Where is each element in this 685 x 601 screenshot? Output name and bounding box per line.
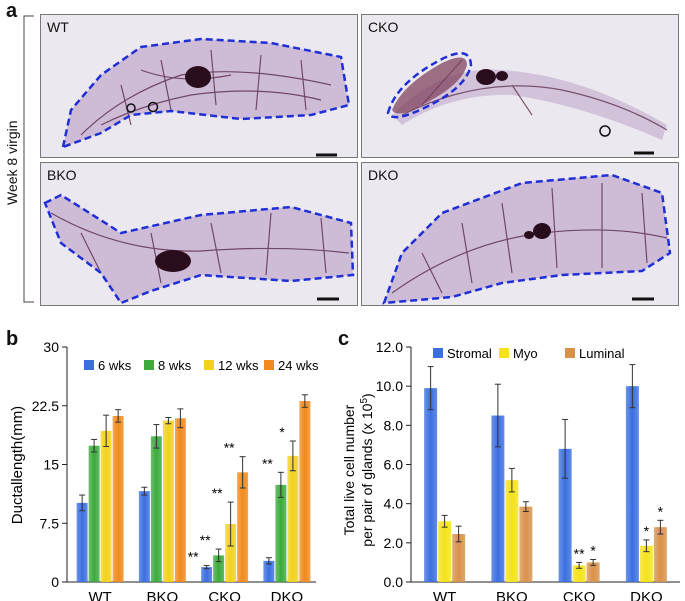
panel-c-letter: c [338, 328, 350, 350]
c-y-axis-label-superscript: 5 [359, 398, 370, 404]
b-legend-swatch [144, 360, 154, 370]
b-bar [275, 484, 287, 582]
b-y-tick-label: 22.5 [32, 398, 59, 414]
c-bar [438, 521, 452, 582]
c-significance-label: ** [574, 545, 585, 561]
c-bar [505, 480, 519, 582]
b-legend-label: 8 wks [158, 358, 192, 373]
b-bar [100, 430, 112, 582]
micro-image-bko: BKO [40, 162, 358, 306]
c-x-tick-label: BKO [496, 589, 528, 601]
micro-image-wt: WT [40, 14, 358, 158]
c-bar [491, 415, 505, 582]
c-y-tick-label: 2.0 [384, 535, 404, 551]
c-legend-label: Stromal [447, 346, 492, 361]
b-y-axis-label: Ductallength(mm) [9, 406, 26, 524]
micro-label-cko: CKO [368, 19, 399, 35]
b-y-tick-label: 7.5 [40, 515, 60, 531]
b-bar [225, 524, 237, 582]
c-bar [586, 562, 600, 582]
b-bar [201, 567, 213, 582]
c-significance-label: * [644, 523, 650, 539]
c-y-tick-label: 10.0 [376, 378, 403, 394]
micro-image-cko: CKO [361, 14, 679, 158]
b-bar [299, 401, 311, 582]
c-bar [572, 565, 586, 582]
b-bar [174, 418, 186, 582]
b-bar [150, 436, 162, 582]
c-x-tick-label: WT [433, 589, 456, 601]
c-legend-label: Luminal [579, 346, 625, 361]
c-y-axis-label-main: per pair of glands (x 10 [359, 403, 375, 546]
b-legend-label: 12 wks [218, 358, 259, 373]
c-y-tick-label: 6.0 [384, 457, 404, 473]
b-y-tick-label: 15 [43, 457, 59, 473]
c-y-tick-label: 4.0 [384, 496, 404, 512]
c-bar [452, 534, 466, 582]
b-x-tick-label: BKO [147, 589, 179, 601]
b-x-tick-label: DKO [271, 589, 304, 601]
b-bar [162, 420, 174, 582]
b-significance-label: ** [200, 532, 211, 548]
micro-label-bko: BKO [47, 167, 77, 183]
panel-b-letter: b [6, 328, 19, 350]
b-bar [88, 445, 100, 582]
b-significance-label: ** [262, 455, 273, 471]
c-legend-swatch [499, 348, 509, 358]
side-bracket [23, 15, 34, 303]
b-significance-label: ** [212, 485, 223, 501]
c-x-tick-label: DKO [630, 589, 663, 601]
b-bar [263, 560, 275, 582]
c-y-tick-label: 8.0 [384, 417, 404, 433]
micro-image-dko: DKO [361, 162, 679, 306]
b-bar [287, 455, 299, 582]
b-y-tick-label: 0 [51, 574, 59, 590]
c-legend-swatch [565, 348, 575, 358]
b-legend-label: 24 wks [278, 358, 319, 373]
c-legend-swatch [433, 348, 443, 358]
c-legend-label: Myo [513, 346, 538, 361]
b-legend-swatch [204, 360, 214, 370]
b-x-tick-label: WT [88, 589, 111, 601]
side-label-week8: Week 8 virgin [4, 120, 20, 205]
c-bar [625, 386, 639, 582]
panel-a-letter: a [6, 0, 18, 22]
b-significance-label: * [279, 424, 285, 440]
c-bar [653, 527, 667, 582]
b-significance-label: ** [224, 440, 235, 456]
c-y-axis-label-line1: Total live cell number [341, 404, 357, 535]
b-y-tick-label: 30 [43, 339, 59, 355]
b-bar [76, 502, 88, 582]
c-significance-label: * [658, 503, 664, 519]
c-x-tick-label: CKO [563, 589, 596, 601]
b-significance-label: ** [188, 549, 199, 565]
c-y-tick-label: 0.0 [384, 574, 404, 590]
c-bar [424, 388, 438, 582]
c-y-axis-label-close: ) [359, 393, 375, 398]
b-bar [138, 491, 150, 582]
b-legend-swatch [84, 360, 94, 370]
c-bar [558, 448, 572, 582]
micro-label-dko: DKO [368, 167, 399, 183]
c-y-tick-label: 12.0 [376, 339, 403, 355]
c-bar [639, 545, 653, 582]
c-y-axis-label-line2: per pair of glands (x 105) [359, 393, 375, 546]
b-legend-label: 6 wks [98, 358, 132, 373]
b-x-tick-label: CKO [208, 589, 241, 601]
b-bar [237, 472, 249, 582]
c-bar [519, 506, 533, 582]
b-legend-swatch [264, 360, 274, 370]
b-bar [213, 555, 225, 582]
c-significance-label: * [590, 542, 596, 558]
b-bar [112, 415, 124, 582]
micro-label-wt: WT [47, 19, 69, 35]
